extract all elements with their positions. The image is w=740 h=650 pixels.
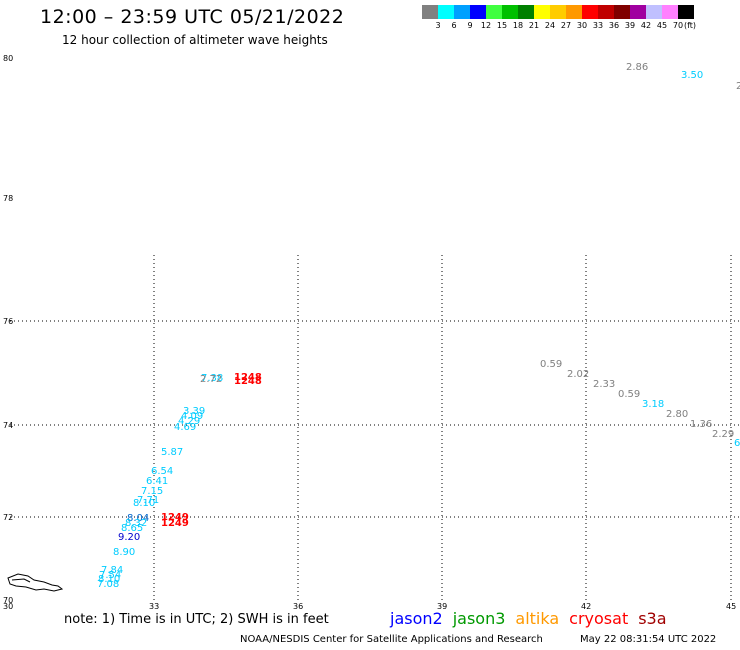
colorbar-swatch [518,5,534,19]
wave-height-label: 1248 [234,372,262,383]
credit-text: NOAA/NESDIS Center for Satellite Applica… [240,634,543,645]
wave-height-label: 9.20 [118,532,140,543]
colorbar-swatch [598,5,614,19]
wave-height-label: 4.69 [174,422,196,433]
colorbar-swatch [566,5,582,19]
wave-height-label: 1248 [234,376,262,387]
colorbar-tick-label: 33 [592,21,604,30]
latitude-label: 78 [3,194,13,203]
wave-height-label: 5.87 [161,447,183,458]
generated-timestamp: May 22 08:31:54 UTC 2022 [580,634,717,645]
wave-height-label: 2.02 [567,369,589,380]
wave-height-label: 3.50 [681,70,703,81]
wave-height-label: 2.72 [200,374,222,385]
legend-item-s3a: s3a [638,609,667,628]
colorbar-tick-label: 9 [467,21,473,30]
latitude-label: 74 [3,421,13,430]
wave-height-label: 6.54 [151,466,173,477]
legend-item-altika: altika [515,609,560,628]
colorbar-swatch [582,5,598,19]
colorbar-swatch [678,5,694,19]
wave-height-label: 8.10 [98,574,120,585]
colorbar-swatch [470,5,486,19]
wave-height-label: 1249 [161,512,189,523]
wave-height-label: 2 [736,81,740,92]
wave-height-label: 7.54 [99,570,121,581]
wave-height-label: 6.41 [146,476,168,487]
latitude-label: 76 [3,317,13,326]
satellite-legend: jason2 jason3 altika cryosat s3a [390,609,677,628]
wave-height-label: 7.71 [137,495,159,506]
colorbar-swatch [614,5,630,19]
graticule [10,255,740,600]
latitude-label: 80 [3,54,13,63]
colorbar-tick-label: 6 [451,21,457,30]
wave-height-colorbar [422,5,694,19]
colorbar-tick-label: 21 [528,21,540,30]
latitude-label: 70 [3,596,13,605]
colorbar-tick-label: 12 [480,21,492,30]
colorbar-tick-label: 42 [640,21,652,30]
colorbar-tick-label: 3 [435,21,441,30]
wave-height-label: 4.29 [178,416,200,427]
wave-height-label: 7.38 [201,373,223,384]
colorbar-swatch [502,5,518,19]
wave-height-label: 7.84 [101,565,123,576]
wave-height-label: 8.90 [113,547,135,558]
wave-height-label: 1249 [161,518,189,529]
footer-note: note: 1) Time is in UTC; 2) SWH is in fe… [64,612,329,627]
longitude-label: 36 [293,602,303,611]
colorbar-tick-label: 30 [576,21,588,30]
colorbar-tick-label: 36 [608,21,620,30]
colorbar-swatch [422,5,438,19]
wave-height-label: 0.59 [540,359,562,370]
longitude-label: 30 [3,602,13,611]
longitude-label: 45 [726,602,736,611]
latitude-label: 72 [3,513,13,522]
wave-height-label: 2.29 [712,429,734,440]
colorbar-swatch [630,5,646,19]
wave-height-label: 1.36 [690,419,712,430]
wave-height-label: 3.39 [183,406,205,417]
map-subtitle: 12 hour collection of altimeter wave hei… [62,33,328,47]
wave-height-label: 0.59 [618,389,640,400]
map-title: 12:00 – 23:59 UTC 05/21/2022 [40,6,345,28]
wave-height-label: 2.86 [626,62,648,73]
legend-item-cryosat: cryosat [569,609,629,628]
wave-height-label: 8.10 [133,498,155,509]
wave-height-label: 8.04 [127,513,149,524]
wave-height-label: 6 [734,438,740,449]
colorbar-swatch [646,5,662,19]
wave-height-label: 8.32 [125,518,147,529]
colorbar-swatch [486,5,502,19]
legend-item-jason2: jason2 [390,609,443,628]
wave-height-label: 8.65 [121,523,143,534]
colorbar-swatch [662,5,678,19]
colorbar-tick-label: 39 [624,21,636,30]
longitude-label: 39 [437,602,447,611]
colorbar-tick-label: 18 [512,21,524,30]
colorbar-tick-label: 45 [656,21,668,30]
colorbar-unit: (ft) [683,21,697,30]
colorbar-swatch [534,5,550,19]
legend-item-jason3: jason3 [452,609,506,628]
colorbar-swatch [438,5,454,19]
colorbar-tick-label: 70 [672,21,684,30]
wave-height-label: 3.18 [642,399,664,410]
colorbar-tick-label: 15 [496,21,508,30]
coastline [7,573,64,592]
colorbar-tick-label: 27 [560,21,572,30]
wave-height-label: 4.09 [181,411,203,422]
wave-height-label: 2.80 [666,409,688,420]
colorbar-swatch [550,5,566,19]
colorbar-swatch [454,5,470,19]
colorbar-tick-label: 24 [544,21,556,30]
longitude-label: 42 [581,602,591,611]
wave-height-label: 2.33 [593,379,615,390]
longitude-label: 33 [149,602,159,611]
wave-height-label: 7.15 [141,486,163,497]
wave-height-label: 7.08 [97,579,119,590]
